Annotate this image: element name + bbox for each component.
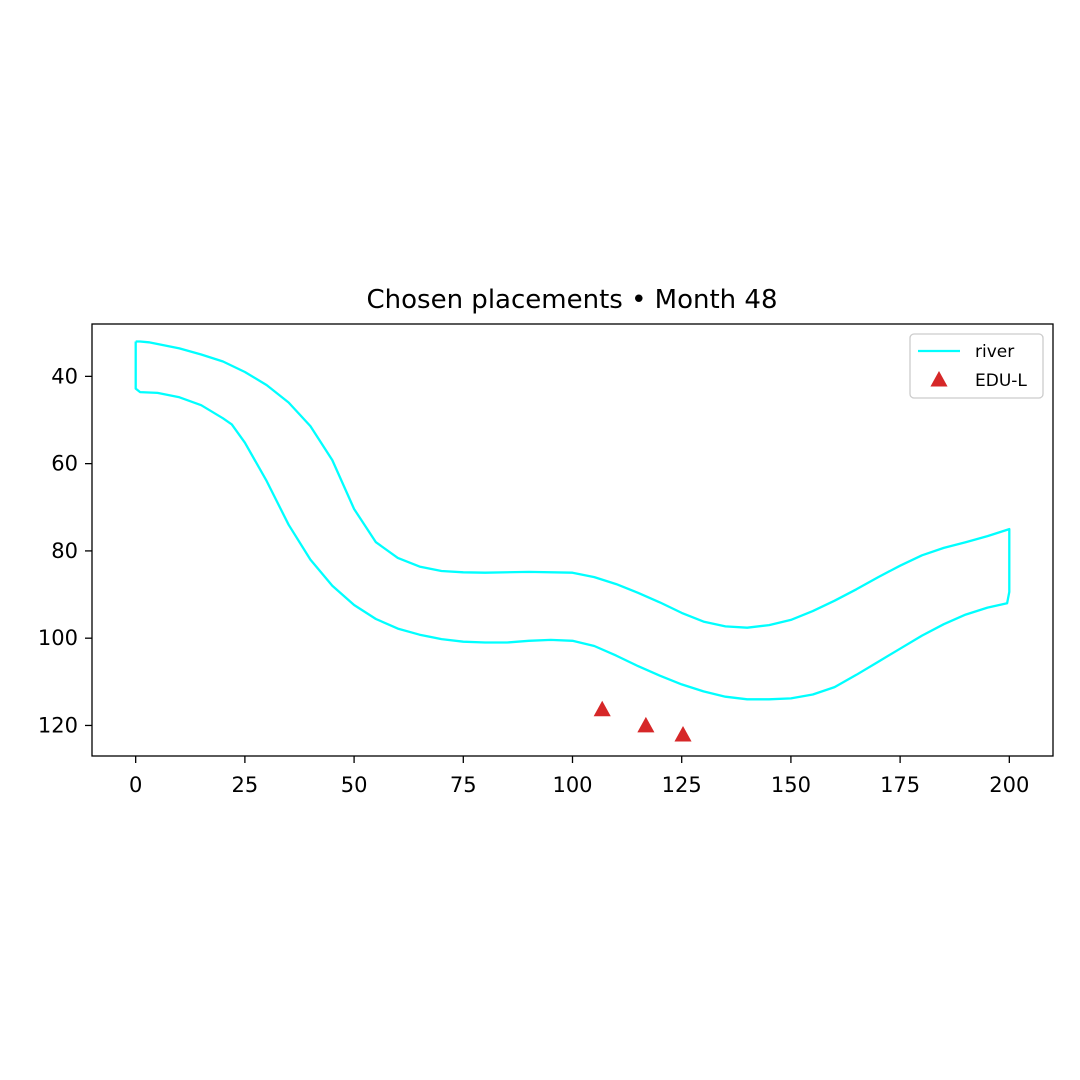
data-point-edu-l (637, 716, 655, 733)
x-tick-label: 75 (450, 773, 477, 797)
data-point-edu-l (593, 700, 611, 717)
x-tick-label: 25 (232, 773, 259, 797)
x-tick-label: 50 (341, 773, 368, 797)
plot-area (134, 340, 1011, 742)
x-axis: 0 25 50 75 100 125 150 175 200 (129, 756, 1029, 797)
legend: river EDU-L (909, 333, 1044, 399)
legend-label-edu-l: EDU-L (975, 371, 1027, 391)
x-tick-label: 125 (662, 773, 702, 797)
x-tick-label: 175 (880, 773, 920, 797)
legend-label-river: river (975, 342, 1014, 362)
y-tick-label: 40 (51, 364, 78, 388)
y-tick-label: 120 (38, 713, 78, 737)
y-tick-label: 60 (51, 452, 78, 476)
x-tick-label: 100 (552, 773, 592, 797)
y-axis: 40 60 80 100 120 (38, 364, 92, 737)
data-point-edu-l (674, 726, 692, 742)
series-line-river (134, 340, 1011, 701)
y-tick-label: 100 (38, 626, 78, 650)
legend-swatch-edu-l (930, 371, 948, 387)
x-tick-label: 150 (771, 773, 811, 797)
x-tick-label: 200 (989, 773, 1029, 797)
x-tick-label: 0 (129, 773, 142, 797)
chart-title: Chosen placements • Month 48 (366, 285, 777, 315)
axes-frame (91, 323, 1054, 757)
y-tick-label: 80 (51, 539, 78, 563)
